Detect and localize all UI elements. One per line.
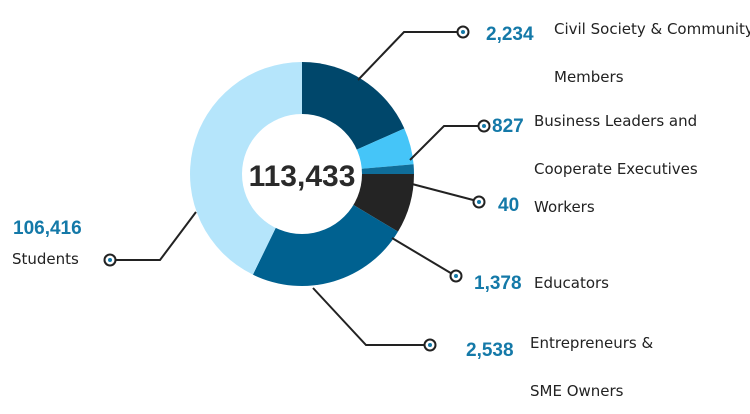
category-label-entrepreneurs-line1: Entrepreneurs & <box>530 334 654 352</box>
donut-hole <box>242 114 362 234</box>
leader-line <box>312 287 428 346</box>
category-label-educators: Educators <box>534 274 609 292</box>
total-label: 113,433 <box>249 160 356 193</box>
callout-students: 106,416 Students <box>12 211 197 268</box>
marker-dot <box>454 274 458 278</box>
leader-line <box>409 125 483 161</box>
marker-dot <box>108 258 112 262</box>
category-label-students: Students <box>12 250 79 268</box>
leader-line <box>411 183 478 202</box>
value-label-workers: 40 <box>498 195 519 216</box>
callout-business-leaders: 827 Business Leaders and Cooperate Execu… <box>409 112 698 178</box>
value-label-students: 106,416 <box>13 218 82 239</box>
value-label-civil-society: 2,234 <box>486 24 534 45</box>
value-label-business-leaders: 827 <box>492 116 524 137</box>
leader-line <box>112 211 197 261</box>
value-label-entrepreneurs: 2,538 <box>466 340 514 361</box>
leader-line <box>391 237 455 276</box>
category-label-business-leaders-line1: Business Leaders and <box>534 112 697 130</box>
category-label-civil-society-line1: Civil Society & Community <box>554 20 750 38</box>
marker-dot <box>428 343 432 347</box>
callout-civil-society: 2,234 Civil Society & Community Members <box>357 20 750 86</box>
value-label-educators: 1,378 <box>474 273 522 294</box>
category-label-entrepreneurs-line2: SME Owners <box>530 382 624 400</box>
callout-educators: 1,378 Educators <box>391 237 609 294</box>
category-label-workers: Workers <box>534 198 595 216</box>
category-label-civil-society-line2: Members <box>554 68 624 86</box>
callout-workers: 40 Workers <box>411 183 595 216</box>
callout-entrepreneurs: 2,538 Entrepreneurs & SME Owners <box>312 287 654 400</box>
marker-dot <box>461 30 465 34</box>
marker-dot <box>482 124 486 128</box>
category-label-business-leaders-line2: Cooperate Executives <box>534 160 698 178</box>
leader-line <box>357 31 462 81</box>
marker-dot <box>477 200 481 204</box>
